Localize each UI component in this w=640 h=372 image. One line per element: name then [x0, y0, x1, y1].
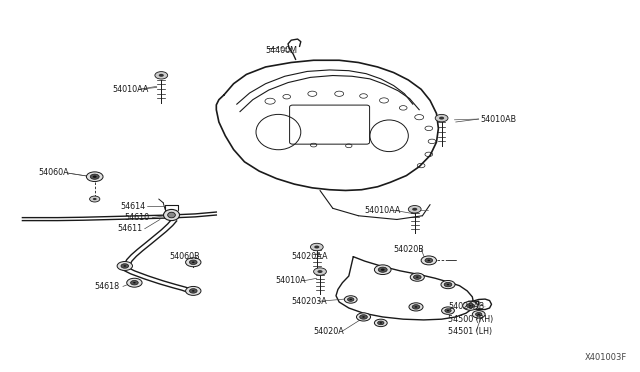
Circle shape — [86, 172, 103, 182]
Circle shape — [380, 322, 382, 324]
Circle shape — [442, 307, 454, 314]
Circle shape — [467, 304, 474, 308]
Text: 54501 (LH): 54501 (LH) — [448, 327, 492, 336]
Circle shape — [447, 310, 449, 311]
Circle shape — [124, 265, 126, 267]
Circle shape — [90, 196, 100, 202]
Circle shape — [428, 260, 430, 261]
Circle shape — [186, 258, 201, 267]
Text: 54020A: 54020A — [314, 327, 344, 336]
Text: 54611: 54611 — [117, 224, 142, 233]
Text: 54618: 54618 — [95, 282, 120, 291]
Circle shape — [356, 313, 371, 321]
Text: 54500 (RH): 54500 (RH) — [448, 315, 493, 324]
Circle shape — [416, 276, 419, 278]
Circle shape — [131, 280, 138, 285]
Circle shape — [439, 117, 444, 120]
Circle shape — [421, 256, 436, 265]
Text: 54020B: 54020B — [394, 245, 424, 254]
Circle shape — [445, 309, 451, 312]
Circle shape — [310, 243, 323, 251]
Text: 54020AB: 54020AB — [448, 302, 484, 311]
Text: 54614: 54614 — [120, 202, 145, 211]
Circle shape — [189, 289, 197, 293]
Circle shape — [362, 316, 365, 318]
Circle shape — [412, 305, 420, 309]
Circle shape — [378, 267, 387, 272]
Circle shape — [408, 205, 421, 213]
Circle shape — [186, 286, 201, 295]
Text: 54020AA: 54020AA — [291, 252, 328, 261]
Circle shape — [472, 311, 485, 318]
Circle shape — [317, 270, 323, 273]
Circle shape — [374, 265, 391, 275]
Text: 54060A: 54060A — [38, 169, 69, 177]
Circle shape — [463, 301, 478, 310]
Circle shape — [410, 273, 424, 281]
Circle shape — [435, 114, 448, 122]
Circle shape — [441, 280, 455, 289]
Circle shape — [476, 312, 482, 316]
Circle shape — [189, 260, 197, 264]
Circle shape — [127, 278, 142, 287]
Circle shape — [477, 314, 480, 315]
Circle shape — [133, 282, 136, 283]
Circle shape — [155, 71, 168, 79]
Circle shape — [415, 306, 417, 308]
Text: 540203A: 540203A — [291, 297, 327, 306]
Circle shape — [93, 198, 97, 200]
Ellipse shape — [168, 212, 175, 218]
Circle shape — [159, 74, 164, 77]
Text: 54010AA: 54010AA — [112, 85, 148, 94]
Text: X401003F: X401003F — [585, 353, 627, 362]
Circle shape — [90, 174, 99, 179]
Circle shape — [117, 262, 132, 270]
Circle shape — [412, 208, 417, 211]
Circle shape — [314, 246, 319, 248]
Circle shape — [378, 321, 384, 325]
Ellipse shape — [164, 209, 179, 221]
Text: 54010AA: 54010AA — [365, 206, 401, 215]
Circle shape — [469, 305, 472, 307]
Circle shape — [348, 298, 354, 301]
Text: 54060B: 54060B — [170, 252, 200, 261]
Circle shape — [374, 319, 387, 327]
Circle shape — [409, 303, 423, 311]
Circle shape — [344, 296, 357, 303]
Circle shape — [425, 258, 433, 263]
Circle shape — [360, 315, 367, 319]
Text: 54010A: 54010A — [275, 276, 306, 285]
Circle shape — [381, 269, 385, 271]
Circle shape — [93, 176, 97, 178]
Circle shape — [192, 262, 195, 263]
Circle shape — [447, 284, 449, 285]
Circle shape — [314, 268, 326, 275]
Circle shape — [349, 299, 352, 300]
Text: 54610: 54610 — [125, 213, 150, 222]
Circle shape — [413, 275, 421, 279]
Circle shape — [192, 290, 195, 292]
Text: 54400M: 54400M — [266, 46, 298, 55]
Circle shape — [444, 282, 452, 287]
Circle shape — [121, 264, 129, 268]
Text: 54010AB: 54010AB — [480, 115, 516, 124]
